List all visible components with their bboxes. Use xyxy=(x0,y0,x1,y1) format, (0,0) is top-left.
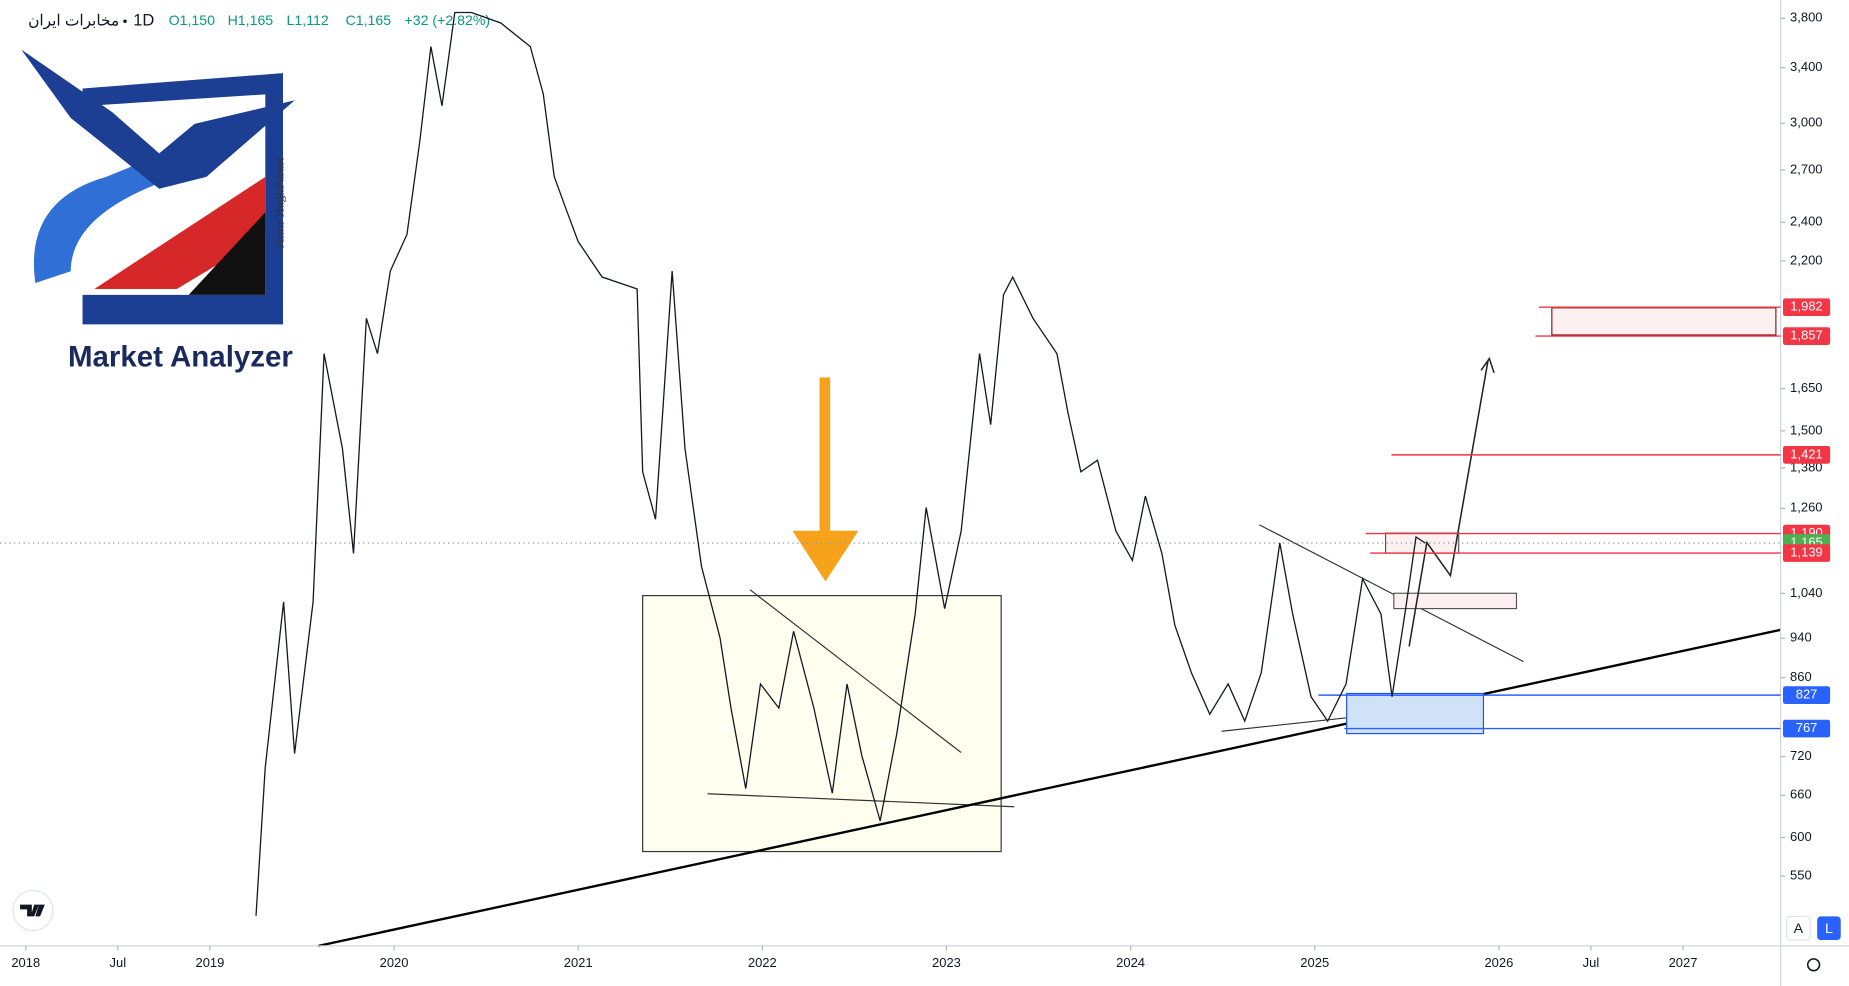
symbol: مخابرات ایران xyxy=(28,12,119,29)
orange-arrow-head xyxy=(792,530,859,582)
trend-line xyxy=(1259,524,1524,663)
x-tick-label: 2025 xyxy=(1300,955,1329,970)
price-label: 767 xyxy=(1796,720,1818,735)
logo-author: Amir HaghParast xyxy=(272,157,287,248)
settings-button[interactable] xyxy=(1806,958,1821,972)
logo-black xyxy=(188,212,266,295)
interval: 1D xyxy=(133,12,154,30)
trend-line xyxy=(707,793,1015,808)
ohlc-low: L1,112 xyxy=(287,12,329,28)
y-tick-label: 550 xyxy=(1790,868,1812,883)
y-tick-label: 860 xyxy=(1790,669,1812,684)
auto-label: A xyxy=(1794,920,1804,936)
price-label-box xyxy=(1782,446,1831,464)
logo-bird xyxy=(21,49,295,189)
price-label-box xyxy=(1782,298,1831,317)
y-tick-label: 2,700 xyxy=(1790,161,1822,176)
price-label: 1,139 xyxy=(1790,544,1822,559)
price-label-box xyxy=(1782,719,1831,738)
price-label-box xyxy=(1782,327,1831,345)
y-tick-label: 1,040 xyxy=(1790,585,1822,600)
logo: Market Analyzer Amir HaghParast xyxy=(21,49,295,373)
x-tick-label: Jul xyxy=(110,955,127,970)
x-tick-label: 2019 xyxy=(195,955,224,970)
y-tick-label: 600 xyxy=(1790,829,1812,844)
price-label-box xyxy=(1782,544,1831,562)
x-tick-label: 2024 xyxy=(1116,955,1145,970)
zone-box xyxy=(1551,307,1777,336)
y-tick-label: 720 xyxy=(1790,748,1812,763)
x-tick-label: 2018 xyxy=(11,955,40,970)
y-tick-label: 660 xyxy=(1790,787,1812,802)
y-tick-label: 1,650 xyxy=(1790,380,1822,395)
x-tick-label: 2022 xyxy=(748,955,777,970)
y-tick-label: 1,500 xyxy=(1790,422,1822,437)
zone-box xyxy=(1346,692,1485,735)
y-tick-label: 2,200 xyxy=(1790,252,1822,267)
zone-box xyxy=(642,595,1002,853)
y-tick-label: 3,000 xyxy=(1790,115,1822,130)
y-tick-label: 1,260 xyxy=(1790,500,1822,515)
trend-line xyxy=(749,589,962,753)
x-tick-label: 2023 xyxy=(932,955,961,970)
price-line xyxy=(255,11,1426,916)
y-tick-label: 3,800 xyxy=(1790,10,1822,25)
logo-frame xyxy=(82,73,284,325)
logo-swoosh xyxy=(33,112,266,284)
logo-title: Market Analyzer xyxy=(68,340,293,373)
price-label: 827 xyxy=(1796,687,1818,702)
trend-line xyxy=(318,628,1781,948)
price-label: 1,421 xyxy=(1790,446,1822,461)
x-tick-label: 2021 xyxy=(564,955,593,970)
log-label: L xyxy=(1825,920,1833,936)
y-tick-label: 2,400 xyxy=(1790,214,1822,229)
x-tick-label: 2027 xyxy=(1669,955,1698,970)
price-label: 1,982 xyxy=(1790,299,1822,314)
ohlc-high: H1,165 xyxy=(228,12,274,28)
price-label-box xyxy=(1782,686,1831,704)
log-button[interactable] xyxy=(1817,916,1841,941)
arrow-head xyxy=(1480,356,1495,373)
x-tick-label: 2026 xyxy=(1484,955,1513,970)
ohlc-close: C1,165 xyxy=(346,12,392,28)
change: +32 (+2.82%) xyxy=(404,12,490,28)
orange-arrow-shaft xyxy=(819,377,831,537)
projection-arrow xyxy=(1408,359,1489,647)
y-tick-label: 3,400 xyxy=(1790,59,1822,74)
x-tick-label: 2020 xyxy=(380,955,409,970)
price-label: 1,857 xyxy=(1790,328,1822,343)
y-tick-label: 940 xyxy=(1790,630,1812,645)
tv-logo-glyph xyxy=(20,904,45,917)
auto-button[interactable] xyxy=(1785,915,1811,941)
zone-box xyxy=(1393,592,1518,610)
separator xyxy=(123,19,127,23)
x-tick-label: Jul xyxy=(1583,955,1600,970)
ohlc-open: O1,150 xyxy=(169,12,216,28)
